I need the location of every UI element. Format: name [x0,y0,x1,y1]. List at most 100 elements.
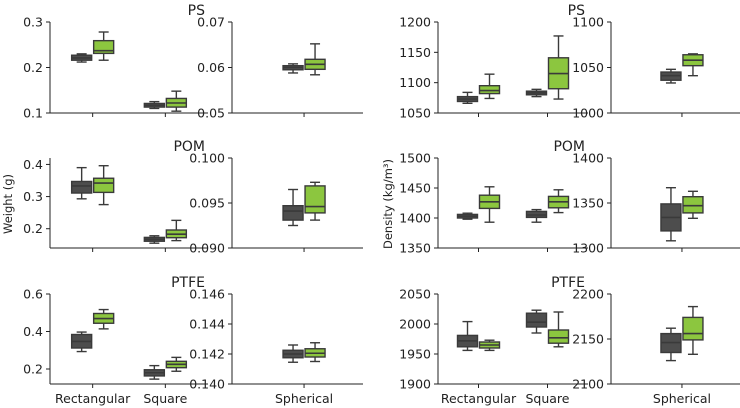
y-tick-label: 0.146 [189,287,225,302]
category-label: Rectangular [441,391,517,406]
box-group-a [282,63,304,74]
box-group-a [70,53,93,63]
panel-title: PTFE [551,275,585,291]
box-group-b [547,311,570,348]
box-group-a [525,208,548,223]
box-group-b [165,90,188,112]
weight-ptfe-main-panel: 0.2 0.4 0.6 PTFE Rectangular Square [23,275,208,406]
y-tick-label: 0.1 [23,106,43,121]
y-tick-label: 1150 [399,45,431,60]
iqr-box [70,180,93,194]
box-group-b [682,53,704,77]
y-tick-label: 2150 [572,332,604,347]
box-group-a [143,364,166,380]
box-group-a [456,91,479,104]
box-group-b [304,181,326,221]
y-tick-label: 1350 [399,241,431,256]
y-tick-label: 0.140 [189,377,225,392]
box-group-b [304,43,326,76]
y-tick-label: 1300 [572,241,604,256]
y-tick-label: 1450 [399,181,431,196]
box-group-b [547,189,570,214]
category-label: Spherical [275,391,333,406]
box-group-a [660,327,682,362]
weight-ptfe-sph-panel: 0.140 0.142 0.144 0.146 Spherical [189,287,363,406]
y-tick-label: 1200 [399,15,431,30]
chart-panels: 0.1 0.2 0.3 PS 0.05 0.06 0.07 1050 1100 1150 1200 P… [23,3,740,406]
iqr-box [547,329,570,344]
panel-title: PS [568,3,585,19]
density-ptfe-sph-panel: 2100 2150 2200 Spherical [572,287,740,406]
box-group-b [165,356,188,372]
y-tick-label: 0.2 [23,221,43,236]
y-tick-label: 0.090 [189,241,225,256]
box-group-b [304,342,326,363]
box-group-a [525,309,548,334]
box-group-b [478,339,501,352]
y-tick-label: 0.05 [197,106,225,121]
iqr-box [92,177,115,194]
y-tick-label: 0.100 [189,151,225,166]
iqr-box [682,195,704,214]
box-group-a [660,186,682,242]
y-tick-label: 1000 [572,106,604,121]
y-tick-label: 1100 [399,75,431,90]
y-tick-label: 0.6 [23,287,43,302]
box-group-b [682,305,704,355]
density-axis-title: Density (kg/m³) [381,159,395,249]
y-tick-label: 1400 [399,211,431,226]
y-tick-label: 1050 [399,106,431,121]
y-tick-label: 0.07 [197,15,225,30]
y-tick-label: 1500 [399,151,431,166]
iqr-box [525,312,548,328]
y-tick-label: 0.06 [197,60,225,75]
box-group-b [682,190,704,220]
panel-title: PTFE [171,275,205,291]
category-label: Spherical [653,391,711,406]
box-group-b [547,35,570,100]
box-group-b [165,219,188,242]
density-pom-sph-panel: 1300 1350 1400 [572,151,740,256]
iqr-box [282,204,304,221]
y-tick-label: 0.4 [23,324,43,339]
box-group-a [70,331,93,353]
weight-ps-main-panel: 0.1 0.2 0.3 PS [23,3,208,121]
y-tick-label: 2100 [572,377,604,392]
density-ps-main-panel: 1050 1100 1150 1200 PS [399,3,588,121]
y-tick-label: 1100 [572,15,604,30]
box-group-b [478,186,501,223]
y-tick-label: 1400 [572,151,604,166]
weight-ps-sph-panel: 0.05 0.06 0.07 [197,15,363,121]
box-group-a [70,166,93,200]
box-group-a [525,88,548,98]
y-tick-label: 0.3 [23,15,43,30]
y-tick-label: 2050 [399,287,431,302]
box-group-a [143,235,166,244]
y-tick-label: 0.095 [189,196,225,211]
box-group-b [478,73,501,100]
y-tick-label: 0.3 [23,189,43,204]
density-pom-main-panel: 1350 1400 1450 1500 POM [399,139,588,256]
weight-axis-title: Weight (g) [1,174,15,234]
y-tick-label: 2200 [572,287,604,302]
iqr-box [682,316,704,341]
box-group-b [92,165,115,206]
y-tick-label: 1350 [572,196,604,211]
box-group-b [92,31,115,61]
category-label: Square [525,391,569,406]
density-ptfe-main-panel: 1900 1950 2000 2050 PTFE Rectangular Square [399,275,588,406]
y-tick-label: 0.142 [189,347,225,362]
y-tick-label: 0.4 [23,157,43,172]
box-group-a [282,188,304,227]
y-tick-label: 1900 [399,377,431,392]
iqr-box [478,84,501,95]
y-tick-label: 1950 [399,347,431,362]
y-tick-label: 0.2 [23,60,43,75]
y-tick-label: 1050 [572,60,604,75]
y-tick-label: 0.2 [23,362,43,377]
weight-pom-sph-panel: 0.090 0.095 0.100 [189,151,363,256]
category-label: Rectangular [55,391,131,406]
category-label: Square [143,391,187,406]
panel-title: POM [553,139,585,155]
